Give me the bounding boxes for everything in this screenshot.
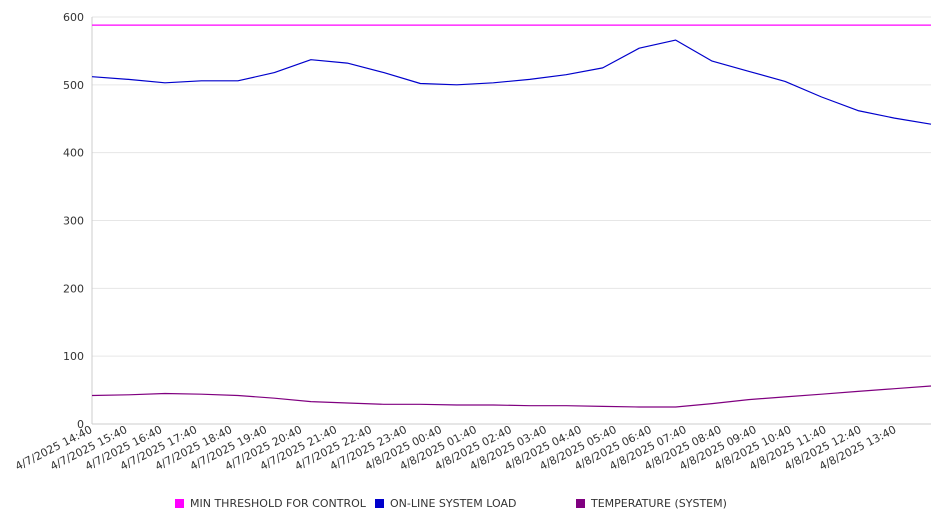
system-load-line [91,39,932,125]
legend-swatch-system-load [375,499,384,508]
axes [91,17,931,425]
gridlines [92,16,931,357]
y-tick-label: 300 [63,215,84,228]
legend: MIN THRESHOLD FOR CONTROL ON-LINE SYSTEM… [0,497,946,515]
series-lines [91,24,932,408]
legend-label-temperature: TEMPERATURE (SYSTEM) [591,497,727,510]
legend-item-temperature: TEMPERATURE (SYSTEM) [576,497,727,510]
y-tick-label: 100 [63,350,84,363]
legend-swatch-temperature [576,499,585,508]
legend-item-min-threshold: MIN THRESHOLD FOR CONTROL [175,497,366,510]
legend-label-system-load: ON-LINE SYSTEM LOAD [390,497,517,510]
y-tick-label: 400 [63,147,84,160]
y-tick-label: 500 [63,79,84,92]
y-tick-label: 600 [63,11,84,24]
legend-label-min-threshold: MIN THRESHOLD FOR CONTROL [190,497,366,510]
y-tick-labels: 0 100 200 300 400 500 600 [63,11,84,431]
legend-item-system-load: ON-LINE SYSTEM LOAD [375,497,516,510]
x-tick-labels: 4/7/2025 14:404/7/2025 15:404/7/2025 16:… [13,423,898,473]
y-tick-label: 200 [63,282,84,295]
temperature-line [91,385,932,408]
legend-swatch-min-threshold [175,499,184,508]
y-tick-label: 0 [77,418,84,431]
